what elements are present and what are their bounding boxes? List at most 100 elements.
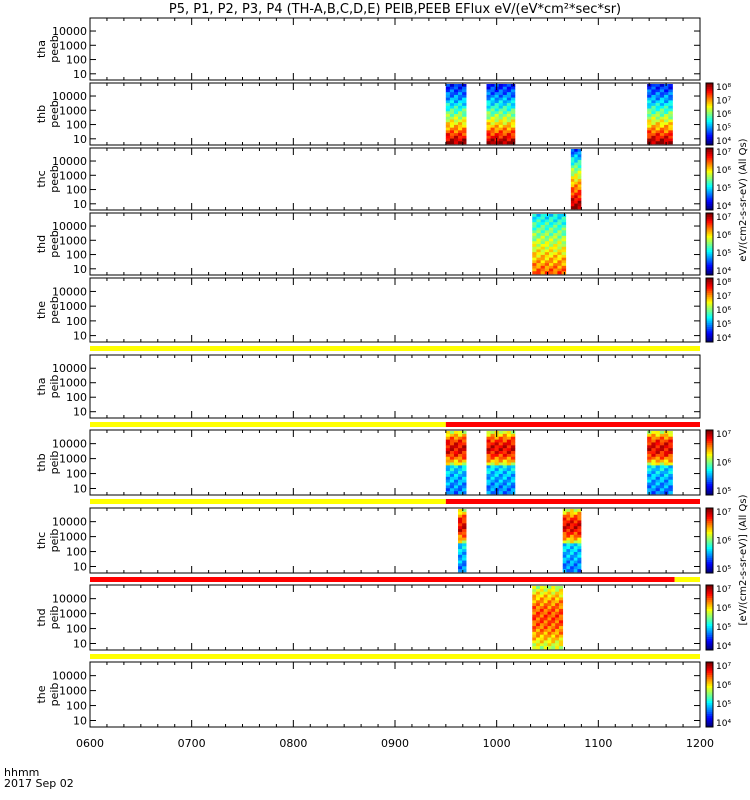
panel-thb-peib-cell <box>494 459 499 463</box>
panel-thc-peeb-colorbar-cell <box>706 179 713 182</box>
panel-thb-peib-ytick-label: 100 <box>66 468 87 481</box>
panel-thb-peib-cell <box>506 453 512 458</box>
panel-thd-peeb-cell <box>561 219 567 223</box>
panel-the-peeb-frame <box>89 277 701 343</box>
panel-thd-peeb-colorbar-frame <box>705 212 714 276</box>
panel-thc-peib-cell <box>462 557 467 561</box>
panel-thb-peeb-cell <box>445 135 451 139</box>
panel-thb-peeb-cell <box>502 94 508 98</box>
panel-the-peib-label: the peib <box>35 683 61 707</box>
panel-thc-peib-cell <box>577 531 582 536</box>
panel-thd-peeb-cell <box>544 254 550 258</box>
panel-thb-peib-cell <box>506 451 512 455</box>
panel-thb-peeb-cell <box>664 127 669 131</box>
panel-thc-peib-colorbar-cell <box>706 512 713 515</box>
panel-thd-peib-cell <box>551 637 556 641</box>
panel-thb-peeb-cell <box>498 124 504 128</box>
panel-thd-peib-cell <box>547 623 552 627</box>
panel-thc-peib-cell <box>573 566 578 570</box>
panel-thb-peeb-cell <box>449 124 455 128</box>
panel-thb-peib-cell <box>494 453 499 458</box>
panel-thb-peib-cell <box>651 476 656 480</box>
panel-thb-peib-cell <box>449 482 455 486</box>
panel-thd-peib-cell <box>543 594 548 598</box>
panel-thb-peeb-cell <box>453 133 459 137</box>
panel-thd-peib-cell <box>558 600 564 604</box>
panel-thd-peib-cell <box>551 634 556 638</box>
panel-thb-peeb-cell <box>659 127 665 131</box>
x-tick-label: 1100 <box>584 737 612 750</box>
panel-thc-peib-colorbar-cell <box>706 531 713 535</box>
panel-thb-peeb-cell <box>668 89 673 93</box>
panel-thd-peeb-cell <box>553 246 558 250</box>
panel-thd-peeb-cell <box>553 265 558 269</box>
panel-thd-peib-colorbar-cell <box>706 608 713 612</box>
panel-thb-peib-cell <box>655 473 661 478</box>
panel-thb-peib-cell <box>453 462 459 466</box>
panel-thb-peeb-cell <box>664 138 669 142</box>
panel-thc-peib-cell <box>570 514 575 518</box>
panel-label-probe: thb <box>35 453 48 471</box>
panel-thb-peib-cell <box>445 482 451 486</box>
panel-thb-peeb-cell <box>655 97 661 101</box>
panel-thd-peib-cell <box>536 586 541 590</box>
panel-thc-peib-colorbar-cell <box>706 527 713 531</box>
panel-thb-peib-cell <box>668 491 673 495</box>
panel-thd-peeb-cell <box>561 260 567 264</box>
panel-thb-peib-cell <box>490 485 495 489</box>
panel-thb-peib-cell <box>494 482 499 486</box>
panel-thd-peib-colorbar-cell <box>706 619 713 623</box>
panel-thb-peeb-cell <box>449 133 455 137</box>
panel-thb-peib-cell <box>445 479 451 483</box>
panel-thc-peib-cell <box>562 529 567 533</box>
panel-thb-peeb-cell <box>449 116 455 120</box>
panel-thb-peib-cell <box>510 485 516 489</box>
panel-thc-peeb-cell <box>574 157 578 161</box>
panel-thc-peib-cell <box>458 543 463 547</box>
panel-thc-peib-cell <box>566 514 571 518</box>
panel-thb-peib-cell <box>486 473 491 478</box>
panel-thb-peib-cell <box>498 448 504 452</box>
panel-thb-peib-cell <box>490 479 495 483</box>
panel-thb-peib-cell <box>651 442 656 446</box>
panel-thb-peib-colorbar-cell <box>706 464 713 468</box>
panel-thb-peeb-cell <box>659 141 665 145</box>
panel-thb-peib-cell <box>655 465 661 469</box>
panel-thb-peeb-colorbar-cell <box>706 107 713 111</box>
panel-thb-peeb-cell <box>647 127 652 131</box>
panel-thb-peib-cell <box>498 436 504 440</box>
panel-thb-peeb-cell <box>506 100 512 104</box>
panel-thb-peeb-cell <box>490 127 495 131</box>
panel-thb-peeb-cell <box>655 92 661 96</box>
panel-thd-peeb-cell <box>536 254 541 258</box>
panel-thc-peib-cell <box>577 523 582 527</box>
panel-thb-peib-cell <box>502 442 508 446</box>
panel-thc-peeb-colorbar-cell <box>706 160 713 163</box>
panel-thd-peeb-cell <box>532 230 537 234</box>
panel-thd-peib-cell <box>543 588 548 593</box>
panel-thb-peib-cell <box>449 462 455 466</box>
panel-the-peeb-colorbar-cell <box>706 307 713 311</box>
panel-thd-peeb-cell <box>549 235 554 239</box>
panel-thb-peeb-cell <box>490 114 495 118</box>
panel-thb-peib-cell <box>486 471 491 475</box>
panel-thc-peib-colorbar-cell <box>706 542 713 546</box>
panel-thc-peeb-cell <box>574 187 578 191</box>
panel-thb-peib-cell <box>659 488 665 492</box>
panel-thd-peib-colorbar-cell <box>706 585 713 588</box>
panel-thd-peeb-cell <box>536 263 541 267</box>
panel-thb-peib-cell <box>490 462 495 466</box>
panel-thd-peib-cell <box>539 600 544 604</box>
panel-thb-peib-cell <box>486 488 491 492</box>
panel-thb-peib-cell <box>453 448 459 452</box>
panel-thd-peeb-cell <box>536 230 541 234</box>
panel-thd-peeb-frame <box>89 212 701 276</box>
panel-the-peib-colorbar-tick: 10⁶ <box>716 681 731 691</box>
panel-thd-peib-cell <box>532 588 537 593</box>
panel-thc-peib-cell <box>462 531 467 536</box>
panel-thb-peib-cell <box>445 476 451 480</box>
panel-thc-peeb-colorbar-cell <box>706 172 713 176</box>
panel-thc-peeb-ytick-label: 10 <box>73 198 87 211</box>
panel-thb-peib-cell <box>449 485 455 489</box>
panel-thb-peib-cell <box>668 468 673 472</box>
